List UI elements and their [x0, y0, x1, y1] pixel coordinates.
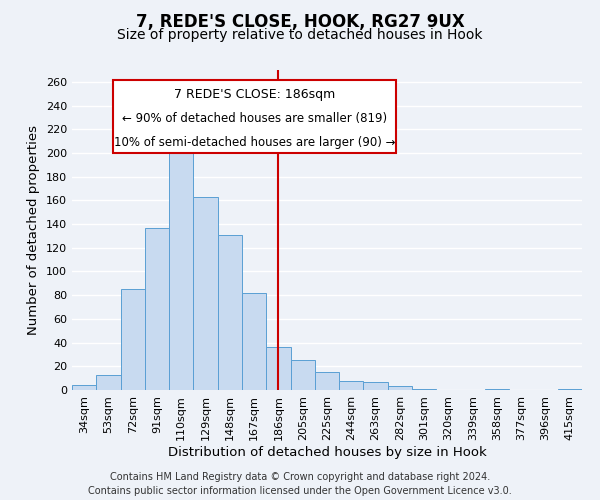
Bar [121, 290, 145, 390]
Text: Contains HM Land Registry data © Crown copyright and database right 2024.: Contains HM Land Registry data © Crown c… [110, 472, 490, 482]
Text: 10% of semi-detached houses are larger (90) →: 10% of semi-detached houses are larger (… [113, 136, 395, 148]
Text: 7, REDE'S CLOSE, HOOK, RG27 9UX: 7, REDE'S CLOSE, HOOK, RG27 9UX [136, 12, 464, 30]
Bar [169, 144, 193, 390]
Bar [145, 228, 169, 390]
Bar [266, 348, 290, 390]
Bar [339, 380, 364, 390]
Bar [96, 374, 121, 390]
Text: Size of property relative to detached houses in Hook: Size of property relative to detached ho… [117, 28, 483, 42]
Text: ← 90% of detached houses are smaller (819): ← 90% of detached houses are smaller (81… [122, 112, 387, 124]
Bar [242, 293, 266, 390]
X-axis label: Distribution of detached houses by size in Hook: Distribution of detached houses by size … [167, 446, 487, 458]
Y-axis label: Number of detached properties: Number of detached properties [28, 125, 40, 335]
Bar [485, 389, 509, 390]
Bar [388, 386, 412, 390]
Text: Contains public sector information licensed under the Open Government Licence v3: Contains public sector information licen… [88, 486, 512, 496]
Bar [72, 386, 96, 390]
Bar [364, 382, 388, 390]
Bar [558, 389, 582, 390]
Bar [315, 372, 339, 390]
Bar [218, 234, 242, 390]
FancyBboxPatch shape [113, 80, 396, 153]
Bar [193, 197, 218, 390]
Text: 7 REDE'S CLOSE: 186sqm: 7 REDE'S CLOSE: 186sqm [174, 88, 335, 101]
Bar [412, 389, 436, 390]
Bar [290, 360, 315, 390]
